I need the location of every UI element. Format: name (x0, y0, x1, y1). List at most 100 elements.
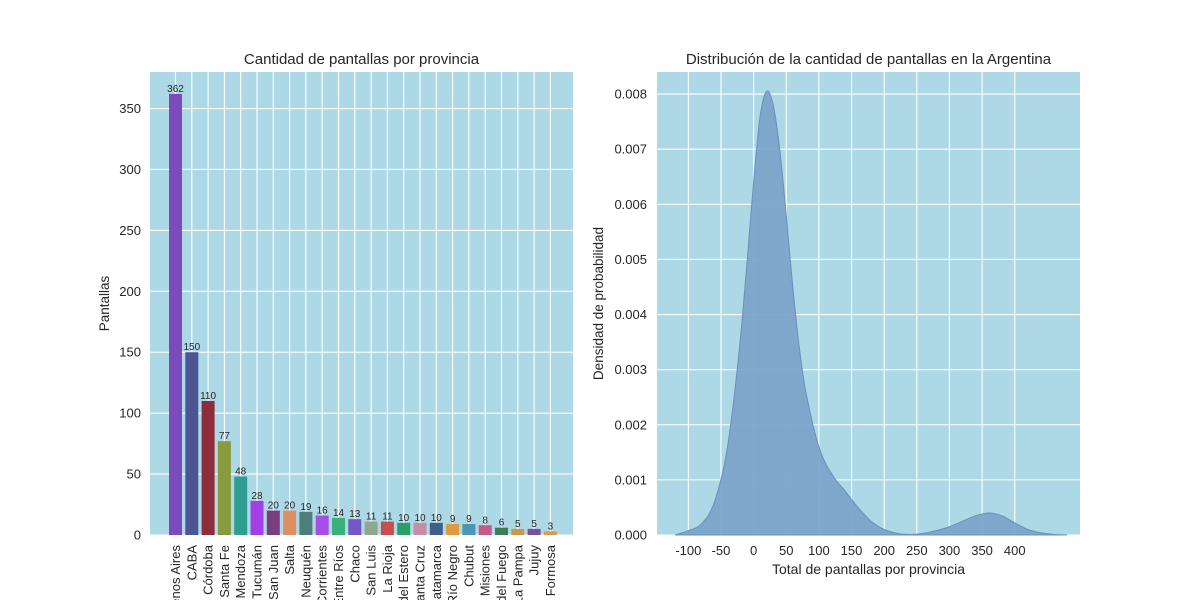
bar (250, 500, 264, 535)
bar-x-tick-label: Córdoba (201, 544, 216, 595)
density-x-tick-label: 250 (906, 543, 928, 558)
bar-x-tick-label: Buenos Aires (168, 545, 183, 600)
bar-y-tick-label: 50 (127, 467, 141, 482)
bar (332, 517, 345, 535)
density-x-tick-label: 50 (779, 543, 793, 558)
bar (185, 352, 199, 535)
bar-value-label: 9 (466, 514, 472, 525)
density-x-tick-label: -50 (712, 543, 731, 558)
bar-x-tick-label: Tucumán (250, 545, 265, 599)
bar-value-label: 110 (200, 391, 216, 402)
bar (462, 524, 476, 535)
bar (266, 510, 280, 535)
bar-value-label: 14 (333, 508, 345, 519)
bar-value-label: 150 (183, 342, 200, 353)
bar-value-label: 5 (515, 519, 521, 530)
bar-value-label: 362 (167, 84, 184, 95)
density-y-tick-label: 0.003 (614, 362, 647, 377)
density-x-tick-label: 350 (971, 543, 993, 558)
bar (315, 515, 329, 535)
bar (299, 511, 313, 535)
density-y-tick-label: 0.004 (614, 307, 647, 322)
bar-value-label: 13 (349, 509, 361, 520)
bar (527, 528, 541, 535)
bar-x-tick-label: Tierra del Fuego (494, 545, 509, 600)
bar (397, 522, 411, 535)
bar (543, 531, 557, 535)
bar (380, 521, 394, 535)
bar-value-label: 8 (482, 515, 488, 526)
bar-value-label: 10 (431, 513, 443, 524)
bar (413, 522, 427, 535)
bar-y-axis: 0 50 100 150 200 250 300 350 (119, 101, 141, 542)
bar (478, 525, 492, 535)
bar-value-label: 6 (499, 518, 505, 529)
density-chart-ylabel: Densidad de probabilidad (591, 227, 606, 380)
bar-x-axis: Buenos Aires CABA Córdoba Santa Fe Mendoza Tu… (168, 544, 558, 600)
density-x-tick-label: 150 (841, 543, 863, 558)
density-y-tick-label: 0.001 (614, 472, 647, 487)
bar-x-tick-label: Santa Fe (217, 545, 232, 598)
bar-x-tick-label: Santa Cruz (413, 545, 428, 600)
bar-x-tick-label: La Rioja (380, 544, 395, 592)
bar-value-label: 11 (382, 512, 393, 523)
bar-value-label: 11 (366, 512, 377, 523)
bar-value-label: 77 (219, 431, 231, 442)
bar-x-tick-label: San Luis (364, 545, 379, 596)
bar-y-tick-label: 100 (119, 406, 141, 421)
density-chart-title: Distribución de la cantidad de pantallas… (686, 51, 1052, 68)
bar (495, 527, 508, 535)
bar (348, 519, 362, 535)
density-x-tick-label: 200 (873, 543, 895, 558)
bar (234, 476, 248, 535)
bar-value-label: 5 (531, 519, 537, 530)
bar-value-label: 9 (450, 514, 456, 525)
bar (364, 521, 378, 535)
density-x-axis: -100 -50 0 50 100 150 200 250 300 350 400 (675, 543, 1025, 558)
density-x-tick-label: -100 (675, 543, 701, 558)
bar (511, 528, 525, 535)
density-chart-xlabel: Total de pantallas por provincia (772, 561, 965, 577)
density-y-tick-label: 0.005 (614, 252, 647, 267)
bar-y-tick-label: 150 (119, 345, 141, 360)
bar (283, 510, 297, 535)
bar-chart-ylabel: Pantallas (97, 275, 112, 331)
bar-x-tick-label: Catamarca (429, 544, 444, 600)
density-chart-panel: 0.000 0.001 0.002 0.003 0.004 0.005 0.006 0.007… (591, 51, 1080, 577)
bar-x-tick-label: Salta (282, 544, 297, 574)
bar-value-label: 20 (268, 501, 280, 512)
bar-x-tick-label: Jujuy (527, 545, 542, 576)
density-y-axis: 0.000 0.001 0.002 0.003 0.004 0.005 0.006 0.007… (614, 87, 647, 543)
bar-x-tick-label: Neuquén (298, 545, 313, 598)
bar (201, 400, 215, 535)
density-y-tick-label: 0.000 (614, 528, 647, 543)
bar (169, 93, 182, 535)
bar-x-tick-label: Formosa (543, 544, 558, 596)
bar-value-label: 10 (398, 513, 410, 524)
bar-x-tick-label: Santiago del Estero (396, 545, 411, 600)
density-x-tick-label: 300 (939, 543, 961, 558)
bar-x-tick-label: La Pampa (510, 544, 525, 600)
bar-x-tick-label: Corrientes (315, 545, 330, 600)
bar-x-tick-label: San Juan (266, 545, 281, 600)
bar-x-tick-label: Misiones (478, 545, 493, 597)
bar-y-tick-label: 350 (119, 101, 141, 116)
bar-value-label: 10 (414, 513, 426, 524)
bar-y-tick-label: 0 (134, 528, 141, 543)
bar-value-label: 28 (251, 491, 263, 502)
density-y-tick-label: 0.006 (614, 197, 647, 212)
bar-value-label: 3 (548, 521, 554, 532)
bar-x-tick-label: Chaco (347, 545, 362, 583)
bar-y-tick-label: 250 (119, 223, 141, 238)
bar-value-label: 19 (300, 502, 312, 513)
bar-x-tick-label: Mendoza (233, 544, 248, 598)
bar (446, 524, 460, 535)
bar-x-tick-label: CABA (184, 545, 199, 581)
bar-y-tick-label: 200 (119, 284, 141, 299)
bar-x-tick-label: Chubut (461, 545, 476, 587)
density-y-tick-label: 0.002 (614, 417, 647, 432)
density-x-tick-label: 0 (750, 543, 757, 558)
